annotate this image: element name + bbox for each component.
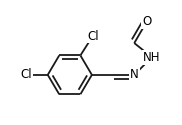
Text: Cl: Cl bbox=[87, 30, 99, 43]
Text: O: O bbox=[142, 15, 151, 28]
Text: N: N bbox=[130, 68, 139, 81]
Text: Cl: Cl bbox=[21, 68, 32, 81]
Text: NH: NH bbox=[143, 51, 161, 64]
